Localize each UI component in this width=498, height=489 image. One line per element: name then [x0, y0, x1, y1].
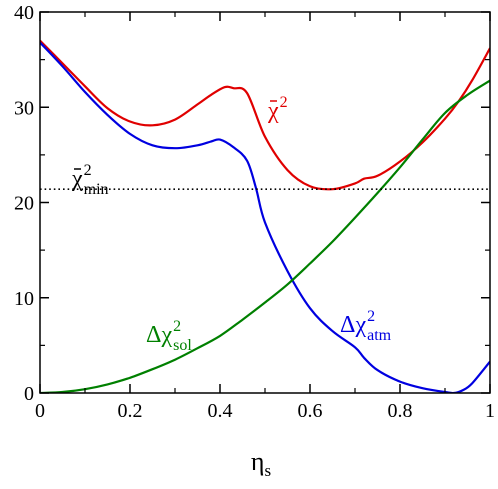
annotation-chi2_atm: Δχ2 atm: [340, 308, 392, 344]
annotation-sup: 2: [367, 308, 375, 325]
x-tick-label: 1: [485, 400, 495, 422]
annotation-prefix: Δ: [146, 322, 161, 348]
axis-ticks: [39, 11, 491, 394]
annotation-sub: sol: [173, 337, 192, 354]
annotation-sub: min: [84, 181, 109, 198]
annotation-sup: 2: [173, 318, 181, 335]
annotation-base: χ: [160, 322, 172, 348]
series-lines: [40, 39, 490, 393]
x-axis-label-main: η: [251, 447, 265, 476]
plot-frame: [39, 11, 491, 394]
annotation-base: χ: [354, 312, 366, 338]
series-line-chi2_total: [40, 39, 490, 191]
y-tick-label: 10: [14, 288, 34, 310]
y-tick-label: 0: [24, 383, 34, 405]
y-tick-label: 40: [14, 2, 34, 24]
series-line-chi2_atm: [40, 41, 490, 393]
annotation-base: χ: [71, 166, 83, 192]
x-tick-label: 0.8: [388, 400, 413, 422]
y-tick-label: 20: [14, 193, 34, 215]
annotation-sup: 2: [280, 94, 288, 111]
annotation-sup: 2: [84, 162, 92, 179]
annotation-chi2_sol: Δχ2 sol: [146, 318, 192, 354]
x-tick-label: 0.6: [298, 400, 323, 422]
x-tick-label: 0.2: [118, 400, 143, 422]
x-axis-label-sub: s: [264, 461, 271, 480]
annotation-prefix: Δ: [340, 312, 355, 338]
series-line-chi2_sol: [40, 79, 490, 393]
x-tick-label: 0: [35, 400, 45, 422]
annotation-base: χ: [267, 98, 279, 124]
y-tick-label: 30: [14, 97, 34, 119]
x-tick-label: 0.4: [208, 400, 233, 422]
x-axis-label: ηs: [251, 447, 271, 480]
annotation-sub: atm: [367, 327, 392, 344]
annotation-chi2_total: χ2: [267, 94, 288, 124]
annotation-chi2_min: χ2 min: [71, 162, 109, 198]
